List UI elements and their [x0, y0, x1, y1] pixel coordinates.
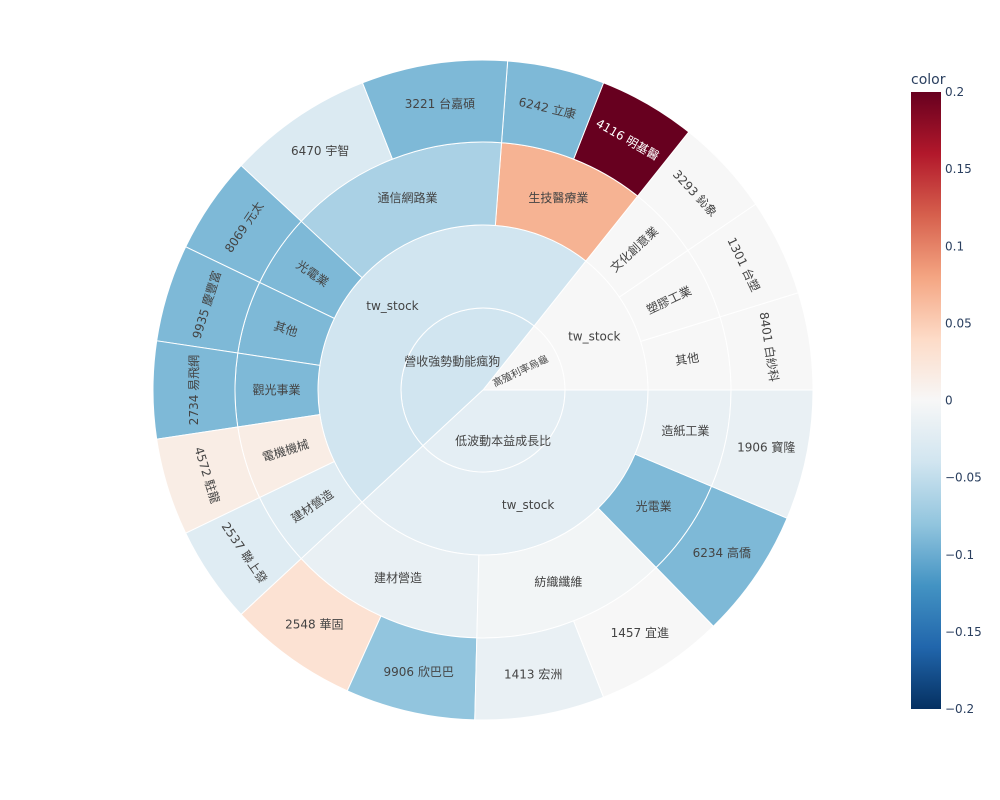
sunburst-sector[interactable] — [156, 426, 261, 534]
colorbar-tick-label: 0.1 — [945, 239, 964, 253]
colorbar-tick-label: −0.15 — [945, 625, 982, 639]
sunburst-label: 建材營造 — [374, 571, 422, 585]
sunburst-sector[interactable] — [474, 620, 605, 721]
sunburst-label: 2548 華固 — [285, 618, 343, 632]
sunburst-sector[interactable] — [710, 389, 814, 519]
sunburst-label: 其他 — [674, 351, 700, 368]
sunburst-label: 2734 易飛網 — [187, 355, 201, 425]
sunburst-label: 光電業 — [636, 499, 672, 513]
sunburst-label: 紡織纖維 — [534, 574, 582, 589]
sunburst-label: 9906 欣巴巴 — [384, 665, 454, 679]
sunburst-label: 通信網路業 — [378, 190, 438, 205]
sunburst-label: 低波動本益成長比 — [455, 434, 551, 448]
colorbar-tick-label: 0.15 — [945, 162, 972, 176]
sunburst-label: tw_stock — [502, 498, 554, 512]
sunburst-label: tw_stock — [366, 299, 418, 313]
sunburst-sector[interactable] — [346, 615, 478, 721]
sunburst-sector[interactable] — [152, 340, 239, 440]
sunburst-label: 3221 台嘉碩 — [405, 96, 475, 111]
sunburst-sector[interactable] — [636, 131, 757, 251]
colorbar-tick-label: 0.05 — [945, 316, 972, 330]
colorbar-gradient — [911, 92, 941, 709]
colorbar-tick-label: 0 — [945, 394, 953, 408]
colorbar-tick-label: −0.2 — [945, 702, 974, 716]
sunburst-label: 6234 高僑 — [693, 545, 751, 560]
sunburst-sector[interactable] — [240, 82, 394, 223]
sunburst-label: 1906 寶隆 — [737, 439, 795, 454]
sunburst-label: 1457 宜進 — [611, 625, 669, 640]
sunburst-sector[interactable] — [572, 82, 690, 197]
sunburst-label: 觀光事業 — [252, 383, 300, 397]
colorbar-ticks: 0.2 0.15 0.1 0.05 0 −0.05 −0.1 −0.15 −0.2 — [945, 85, 982, 716]
sunburst-label: 造紙工業 — [661, 423, 709, 438]
sunburst-label: 其他 — [272, 319, 299, 339]
sunburst-sector[interactable] — [655, 485, 788, 627]
sunburst-sector[interactable] — [240, 557, 382, 692]
sunburst-sector[interactable] — [185, 164, 302, 284]
colorbar-title: color — [911, 72, 946, 88]
sunburst-label: 營收強勢動能瘋狗 — [404, 353, 500, 368]
sunburst-label: 1413 宏洲 — [504, 667, 562, 682]
sunburst-sector[interactable] — [156, 246, 261, 354]
colorbar: color 0.2 0.15 0.1 0.05 0 −0.05 −0.1 −0.15 −0.2 — [911, 72, 982, 716]
sunburst-sector[interactable] — [361, 59, 509, 160]
colorbar-tick-label: 0.2 — [945, 85, 964, 99]
sunburst-label: 生技醫療業 — [528, 191, 588, 205]
colorbar-tick-label: −0.05 — [945, 471, 982, 485]
sunburst-sector[interactable] — [572, 566, 715, 698]
sunburst-label: 6470 宇智 — [291, 143, 349, 158]
sunburst-sector[interactable] — [687, 203, 799, 318]
colorbar-tick-label: −0.1 — [945, 548, 974, 562]
sunburst-label: tw_stock — [568, 329, 620, 343]
sunburst-sector[interactable] — [500, 60, 605, 160]
